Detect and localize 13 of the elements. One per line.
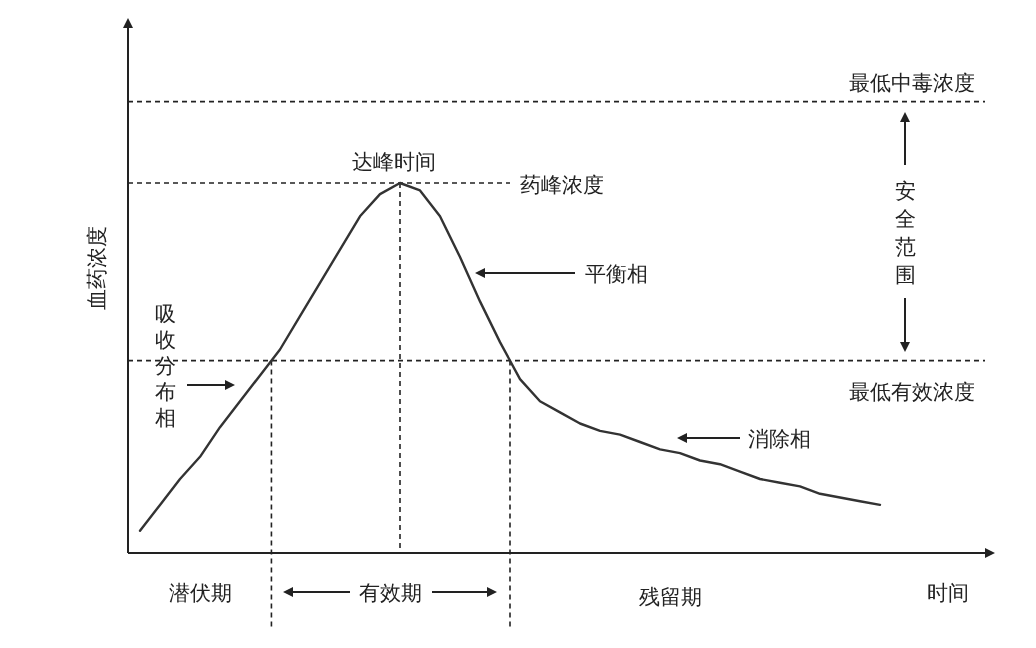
text: 潜伏期: [168, 581, 232, 605]
ref-line-label: 最低中毒浓度: [849, 70, 975, 95]
annotation: 平衡相: [585, 262, 648, 286]
annotation: 消除相: [748, 427, 811, 451]
text: 达峰时间: [352, 150, 436, 174]
annotation: 吸收分布相: [154, 302, 176, 430]
ref-line-label: 最低有效浓度: [849, 379, 975, 404]
x-axis-title: 时间: [927, 581, 969, 605]
text: 残留期: [638, 585, 702, 609]
text: 有效期: [358, 581, 422, 605]
text: 安全范围: [894, 179, 916, 287]
ref-line-label: 药峰浓度: [520, 173, 604, 197]
y-axis-title: 血药浓度: [85, 226, 109, 310]
